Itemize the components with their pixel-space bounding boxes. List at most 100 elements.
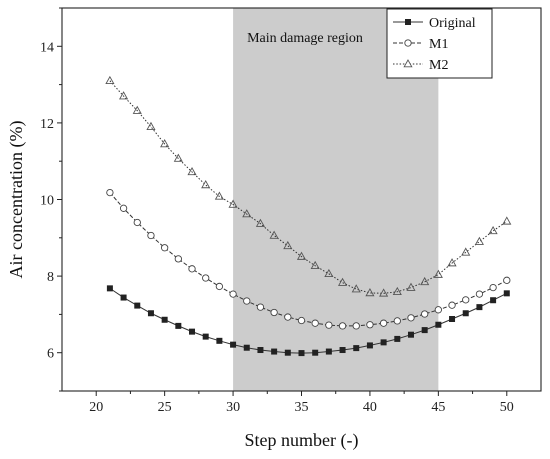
data-point <box>105 75 115 85</box>
data-point <box>132 105 142 114</box>
data-point <box>503 290 510 297</box>
data-point <box>351 284 361 293</box>
series-m2 <box>105 75 512 297</box>
legend-label: M1 <box>429 37 448 52</box>
data-point <box>420 276 430 286</box>
data-point <box>475 290 484 298</box>
data-point <box>202 333 209 340</box>
x-tick-label: 40 <box>363 400 377 415</box>
data-point <box>406 282 416 291</box>
data-point <box>284 313 292 321</box>
data-point <box>502 216 512 225</box>
legend-item-original: Original <box>393 16 476 31</box>
data-point <box>489 283 497 292</box>
legend-marker <box>405 19 411 25</box>
data-point <box>229 290 237 298</box>
data-point <box>160 139 170 148</box>
data-point <box>119 91 129 100</box>
data-point <box>488 225 498 235</box>
data-point <box>393 317 401 325</box>
data-point <box>462 310 469 317</box>
data-point <box>146 121 156 130</box>
data-point <box>106 188 114 197</box>
data-point <box>310 260 320 270</box>
data-point <box>380 339 387 346</box>
data-point <box>392 286 402 296</box>
data-point <box>187 167 197 176</box>
data-point <box>379 288 389 297</box>
shaded-region-label: Main damage region <box>247 31 363 46</box>
data-point <box>353 345 360 352</box>
data-point <box>189 328 196 335</box>
legend: Original M1 M2 <box>386 8 493 79</box>
data-point <box>134 302 141 309</box>
y-axis-title: Air concentration (%) <box>6 121 27 279</box>
data-point <box>325 348 332 355</box>
data-point <box>379 319 388 327</box>
series-line <box>109 80 508 294</box>
legend-item-m2: M2 <box>393 58 448 73</box>
data-point <box>243 297 251 305</box>
data-point <box>173 153 183 162</box>
data-point <box>228 199 238 208</box>
data-point <box>325 321 333 329</box>
y-tick-label: 10 <box>40 194 54 209</box>
data-point <box>296 251 307 260</box>
legend-marker <box>404 39 412 47</box>
data-point <box>461 247 471 256</box>
data-point <box>160 244 169 252</box>
y-tick-label: 12 <box>40 117 54 132</box>
data-point <box>394 335 401 342</box>
data-point <box>106 285 113 292</box>
data-point <box>120 294 127 301</box>
series-m1 <box>106 188 511 330</box>
x-tick-label: 20 <box>89 400 103 415</box>
data-point <box>366 321 374 329</box>
data-point <box>230 341 237 348</box>
data-point <box>298 350 305 357</box>
data-point <box>284 349 291 356</box>
data-point <box>147 231 155 240</box>
data-point <box>435 321 442 328</box>
legend-item-m1: M1 <box>393 37 448 52</box>
y-tick-label: 6 <box>47 347 54 362</box>
data-point <box>476 304 483 311</box>
data-point <box>366 342 373 349</box>
data-point <box>462 296 470 304</box>
data-point <box>474 236 484 245</box>
data-point <box>283 240 293 250</box>
data-point <box>338 322 347 330</box>
data-point <box>243 344 250 351</box>
data-point <box>255 218 266 227</box>
data-point <box>324 268 334 278</box>
data-point <box>201 180 211 189</box>
x-tick-label: 50 <box>500 400 514 415</box>
data-point <box>421 327 428 334</box>
data-point <box>147 310 154 317</box>
data-point <box>202 274 210 282</box>
data-point <box>256 303 265 311</box>
data-point <box>447 258 457 267</box>
series-layer <box>105 75 512 357</box>
x-tick-label: 25 <box>158 400 172 415</box>
x-axis-title: Step number (-) <box>245 430 359 451</box>
data-point <box>119 204 128 212</box>
data-point <box>311 319 319 327</box>
data-point <box>421 310 429 318</box>
y-tick-label: 14 <box>40 40 54 55</box>
data-point <box>214 191 224 200</box>
data-point <box>365 288 375 297</box>
data-point <box>407 314 415 322</box>
legend-label: M2 <box>429 58 448 73</box>
x-tick-label: 35 <box>295 400 309 415</box>
data-point <box>174 255 182 263</box>
y-tick-label: 8 <box>47 270 54 285</box>
data-point <box>449 315 456 322</box>
data-point <box>133 218 141 227</box>
data-point <box>215 282 224 291</box>
data-point <box>490 297 497 304</box>
x-tick-label: 45 <box>431 400 445 415</box>
data-point <box>257 347 264 354</box>
